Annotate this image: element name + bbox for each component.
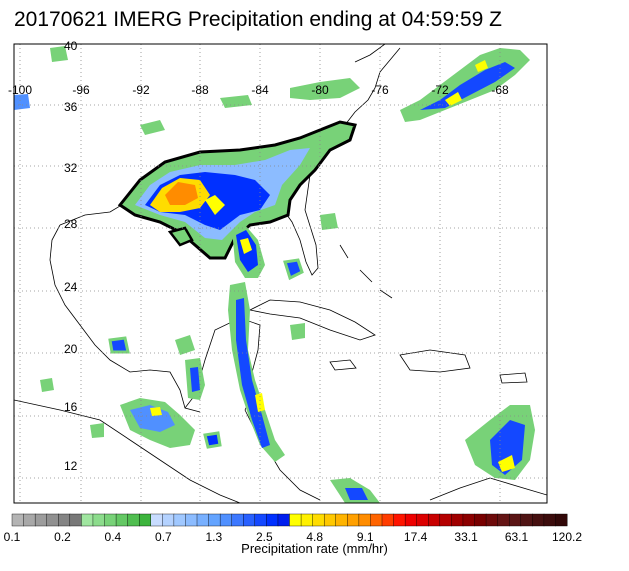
colorbar-tick-label: 17.4: [404, 530, 428, 544]
colorbar-cell: [532, 513, 545, 527]
lat-label: 24: [64, 280, 78, 294]
colorbar-cell: [196, 513, 210, 527]
colorbar-cell: [439, 513, 452, 527]
lon-label: -80: [311, 83, 329, 97]
lat-label: 40: [64, 39, 78, 53]
colorbar-cell: [543, 513, 556, 527]
colorbar-tick-label: 120.2: [552, 530, 582, 544]
colorbar-cell: [173, 513, 186, 527]
colorbar-cell: [127, 513, 140, 527]
precipitation-field: [14, 46, 535, 503]
colorbar-tick-label: 1.3: [205, 530, 222, 544]
colorbar-tick-label: 0.7: [155, 530, 172, 544]
lon-label: -84: [251, 83, 269, 97]
graticule: [14, 44, 547, 503]
lon-label: -96: [72, 83, 90, 97]
colorbar-cell: [555, 513, 568, 527]
colorbar-cell: [208, 513, 221, 527]
colorbar-cell: [508, 513, 522, 527]
lon-label: -100: [8, 83, 32, 97]
colorbar-cell: [219, 513, 233, 527]
lon-label: -72: [431, 83, 449, 97]
colorbar-cell: [347, 513, 360, 527]
colorbar-cell: [485, 513, 499, 527]
colorbar-cell: [138, 513, 152, 527]
lon-label: -88: [191, 83, 209, 97]
lat-label: 32: [64, 161, 78, 175]
colorbar-cell: [370, 513, 383, 527]
colorbar-cell: [266, 513, 279, 527]
colorbar-cell: [520, 513, 533, 527]
colorbar-cell: [81, 513, 94, 527]
colorbar-cell: [323, 513, 337, 527]
lat-label: 20: [64, 342, 78, 356]
colorbar-cell: [162, 513, 175, 527]
colorbar-cell: [300, 513, 314, 527]
colorbar-tick-label: 0.4: [105, 530, 122, 544]
colorbar-cell: [243, 513, 256, 527]
colorbar-tick-label: 9.1: [357, 530, 374, 544]
lat-label: 28: [64, 217, 78, 231]
colorbar-cell: [254, 513, 267, 527]
colorbar-tick-label: 63.1: [505, 530, 529, 544]
colorbar-cell: [393, 513, 406, 527]
colorbar-cell: [34, 513, 48, 527]
colorbar-cell: [404, 513, 418, 527]
colorbar-cell: [150, 513, 163, 527]
colorbar-tick-label: 33.1: [454, 530, 478, 544]
colorbar-tick-label: 0.2: [54, 530, 71, 544]
colorbar-label: Precipitation rate (mm/hr): [241, 541, 388, 556]
colorbar-cell: [497, 513, 510, 527]
lat-label: 12: [64, 459, 78, 473]
colorbar-cell: [69, 513, 82, 527]
lon-label: -68: [491, 83, 509, 97]
colorbar-tick-label: 2.5: [256, 530, 273, 544]
colorbar-cell: [381, 513, 395, 527]
colorbar-cell: [462, 513, 476, 527]
colorbar-cell: [474, 513, 487, 527]
colorbar-cell: [11, 513, 25, 527]
colorbar-cell: [428, 513, 441, 527]
colorbar-cell: [23, 513, 36, 527]
colorbar-cell: [115, 513, 129, 527]
colorbar-cell: [185, 513, 198, 527]
map-title: 20170621 IMERG Precipitation ending at 0…: [14, 8, 502, 31]
lat-label: 16: [64, 400, 78, 414]
colorbar-cell: [451, 513, 464, 527]
colorbar-cell: [58, 513, 71, 527]
colorbar: [11, 513, 568, 527]
colorbar-ticks: 0.1 0.2 0.4 0.7 1.3 2.5 4.8 9.1 17.4 33.1 63.1 120.…: [4, 530, 583, 544]
map-frame: [13, 43, 548, 504]
lat-label: 36: [64, 100, 78, 114]
lon-label: -76: [371, 83, 389, 97]
colorbar-cell: [92, 513, 106, 527]
colorbar-cell: [416, 513, 429, 527]
colorbar-tick-label: 4.8: [306, 530, 323, 544]
colorbar-cell: [335, 513, 348, 527]
lon-label: -92: [132, 83, 150, 97]
colorbar-cell: [289, 513, 302, 527]
colorbar-cell: [231, 513, 244, 527]
colorbar-cell: [358, 513, 371, 527]
colorbar-cell: [46, 513, 59, 527]
colorbar-cell: [104, 513, 117, 527]
colorbar-tick-label: 0.1: [4, 530, 21, 544]
colorbar-cell: [312, 513, 325, 527]
colorbar-cell: [277, 513, 291, 527]
